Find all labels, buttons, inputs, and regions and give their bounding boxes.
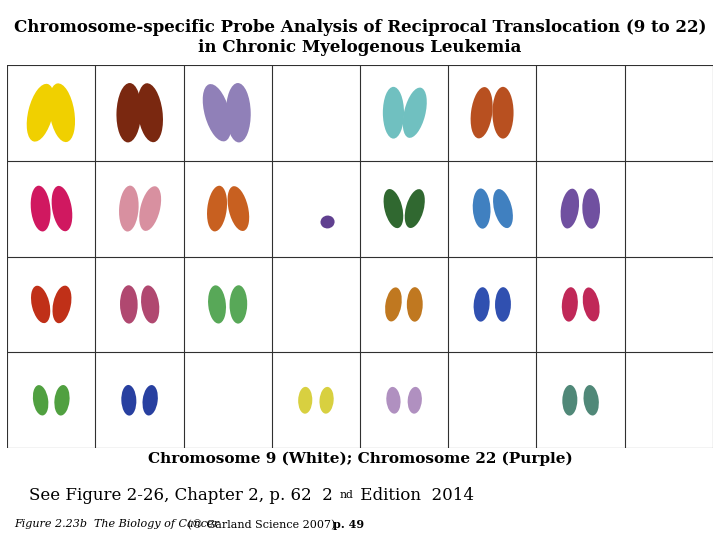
Ellipse shape (383, 87, 404, 139)
Text: 9: 9 (313, 242, 318, 252)
Text: 16: 16 (399, 338, 410, 347)
Text: 20: 20 (134, 434, 145, 443)
Text: 19: 19 (46, 434, 57, 443)
Ellipse shape (473, 188, 490, 228)
Text: 1: 1 (49, 146, 54, 156)
Ellipse shape (295, 190, 313, 218)
Ellipse shape (387, 387, 400, 414)
Ellipse shape (493, 189, 513, 228)
Ellipse shape (31, 186, 50, 232)
Ellipse shape (228, 186, 249, 231)
Text: X: X (577, 434, 583, 443)
Ellipse shape (121, 385, 136, 416)
Ellipse shape (207, 186, 227, 232)
Ellipse shape (402, 87, 427, 138)
Text: 10: 10 (399, 242, 410, 252)
Ellipse shape (562, 287, 578, 322)
Ellipse shape (385, 287, 402, 321)
Ellipse shape (119, 186, 139, 232)
Ellipse shape (230, 285, 247, 323)
Text: 13: 13 (46, 338, 57, 347)
Ellipse shape (297, 184, 312, 198)
Text: in Chronic Myelogenous Leukemia: in Chronic Myelogenous Leukemia (198, 39, 522, 56)
Text: 11: 11 (487, 242, 498, 252)
Text: 22: 22 (399, 434, 410, 443)
Text: 5: 5 (490, 146, 495, 156)
Text: 14: 14 (134, 338, 145, 347)
Text: Y: Y (666, 434, 671, 443)
Ellipse shape (141, 286, 159, 323)
Ellipse shape (49, 83, 75, 142)
Ellipse shape (33, 385, 48, 415)
Ellipse shape (138, 83, 163, 142)
Ellipse shape (471, 87, 492, 138)
Ellipse shape (319, 185, 336, 213)
Ellipse shape (139, 186, 161, 231)
Text: p. 49: p. 49 (333, 519, 364, 530)
Ellipse shape (495, 287, 511, 322)
Ellipse shape (298, 387, 312, 414)
Text: 8: 8 (225, 242, 230, 252)
Text: 3: 3 (225, 146, 230, 156)
Text: 12: 12 (575, 242, 586, 252)
Ellipse shape (562, 385, 577, 416)
Text: 17: 17 (487, 338, 498, 347)
Text: 2: 2 (137, 146, 142, 156)
Ellipse shape (27, 84, 55, 141)
Ellipse shape (120, 285, 138, 323)
Ellipse shape (474, 287, 490, 322)
Ellipse shape (408, 387, 422, 414)
Ellipse shape (117, 83, 141, 143)
Text: 4: 4 (402, 146, 407, 156)
Text: nd: nd (340, 490, 354, 500)
Ellipse shape (203, 84, 231, 141)
Ellipse shape (208, 285, 226, 323)
Ellipse shape (384, 189, 403, 228)
Ellipse shape (582, 188, 600, 229)
Text: See Figure 2-26, Chapter 2, p. 62  2: See Figure 2-26, Chapter 2, p. 62 2 (29, 487, 333, 504)
Text: 6: 6 (49, 242, 54, 252)
Ellipse shape (320, 387, 333, 414)
Ellipse shape (143, 385, 158, 415)
Ellipse shape (561, 188, 579, 228)
Text: 21: 21 (310, 434, 321, 443)
Text: (© Garland Science 2007): (© Garland Science 2007) (184, 519, 342, 530)
Text: 7: 7 (137, 242, 142, 252)
Text: Chromosome 9 (White); Chromosome 22 (Purple): Chromosome 9 (White); Chromosome 22 (Pur… (148, 452, 572, 467)
Ellipse shape (405, 189, 425, 228)
Text: Figure 2.23b  The Biology of Cancer: Figure 2.23b The Biology of Cancer (14, 519, 220, 530)
Ellipse shape (31, 286, 50, 323)
Ellipse shape (52, 186, 72, 231)
Ellipse shape (583, 385, 599, 415)
Ellipse shape (407, 287, 423, 322)
Text: 18: 18 (575, 338, 586, 347)
Ellipse shape (53, 286, 71, 323)
Text: Chromosome-specific Probe Analysis of Reciprocal Translocation (9 to 22): Chromosome-specific Probe Analysis of Re… (14, 19, 706, 36)
Text: 15: 15 (222, 338, 233, 347)
Ellipse shape (226, 83, 251, 143)
Ellipse shape (492, 87, 513, 139)
Ellipse shape (582, 287, 600, 321)
Text: Edition  2014: Edition 2014 (355, 487, 474, 504)
Ellipse shape (320, 215, 335, 228)
Ellipse shape (54, 385, 70, 416)
